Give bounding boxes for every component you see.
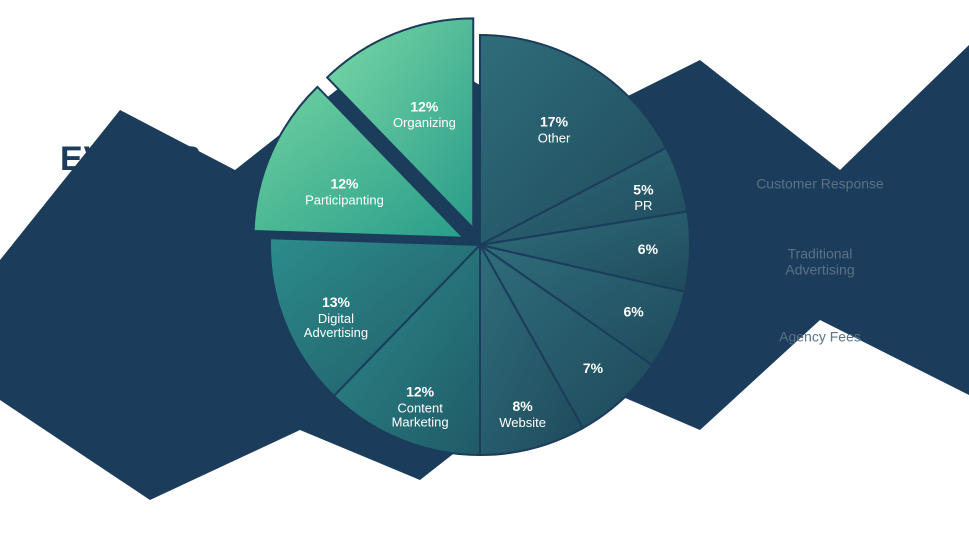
slice-label-content_mkt: Marketing	[392, 414, 449, 429]
slice-label-website: Website	[499, 415, 546, 430]
slice-label-content_mkt: Content	[397, 400, 443, 415]
pie-chart: EVENTS 24% 17%Other 5%PR 6% Customer Respon…	[0, 0, 969, 535]
slice-pct-organizing: 12%	[410, 98, 439, 114]
ext-label-trad_adv: Traditional	[788, 246, 853, 262]
slice-label-organizing: Organizing	[393, 115, 456, 130]
slice-pct-content_mkt: 12%	[406, 384, 435, 400]
ext-label-trad_adv: Advertising	[785, 262, 854, 278]
slice-label-pr: PR	[634, 198, 652, 213]
slice-label-participating: Participanting	[305, 192, 384, 207]
slice-pct-participating: 12%	[330, 176, 359, 192]
slice-pct-cust_resp: 6%	[638, 241, 659, 257]
slice-label-digital_adv: Advertising	[304, 325, 368, 340]
slice-pct-agency: 7%	[583, 360, 604, 376]
ext-label-agency: Agency Fees	[779, 329, 861, 345]
slice-pct-pr: 5%	[633, 181, 654, 197]
slice-label-digital_adv: Digital	[318, 311, 354, 326]
slice-pct-website: 8%	[512, 398, 533, 414]
title-percent: 24%	[85, 175, 173, 224]
ext-label-cust_resp: Customer Response	[756, 176, 884, 192]
slice-pct-digital_adv: 13%	[322, 294, 351, 310]
slice-pct-other: 17%	[540, 114, 569, 130]
title-events: EVENTS	[60, 140, 202, 178]
slice-label-other: Other	[538, 130, 571, 145]
slice-pct-trad_adv: 6%	[624, 304, 645, 320]
